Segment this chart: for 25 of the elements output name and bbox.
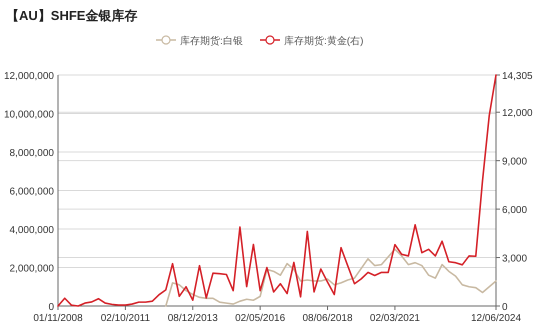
line-series xyxy=(165,248,497,307)
legend-label: 库存期货:白银 xyxy=(180,35,243,47)
legend-label: 库存期货:黄金(右) xyxy=(284,35,364,47)
y2-tick-label: 3,000 xyxy=(502,254,528,265)
line-series xyxy=(57,74,497,307)
y-tick-label: 8,000,000 xyxy=(10,148,54,159)
y-tick-label: 10,000,000 xyxy=(4,110,54,120)
y2-tick-label: 9,000 xyxy=(502,156,528,168)
y-tick-label: 4,000,000 xyxy=(10,225,54,236)
x-tick-label: 08/06/2018 xyxy=(302,313,353,324)
x-tick-label: 02/03/2021 xyxy=(370,313,420,324)
y2-tick-label: 14,305 xyxy=(502,71,534,82)
x-tick-label: 08/12/2013 xyxy=(168,313,218,324)
y2-tick-label: 0 xyxy=(502,302,508,313)
y2-tick-label: 6,000 xyxy=(502,205,528,216)
x-tick-label: 01/11/2008 xyxy=(33,313,84,324)
chart-title: 【AU】SHFE金银库存 xyxy=(6,8,138,23)
y-tick-label: 6,000,000 xyxy=(10,186,54,198)
x-tick-label: 02/05/2016 xyxy=(235,313,286,324)
y2-tick-label: 12,000 xyxy=(502,108,534,120)
x-tick-label: 02/10/2011 xyxy=(100,313,150,324)
y-tick-label: 2,000,000 xyxy=(10,264,54,274)
x-tick-label: 12/06/2024 xyxy=(470,313,522,324)
y-tick-label: 12,000,000 xyxy=(4,71,54,82)
y-tick-label: 0 xyxy=(48,302,54,313)
